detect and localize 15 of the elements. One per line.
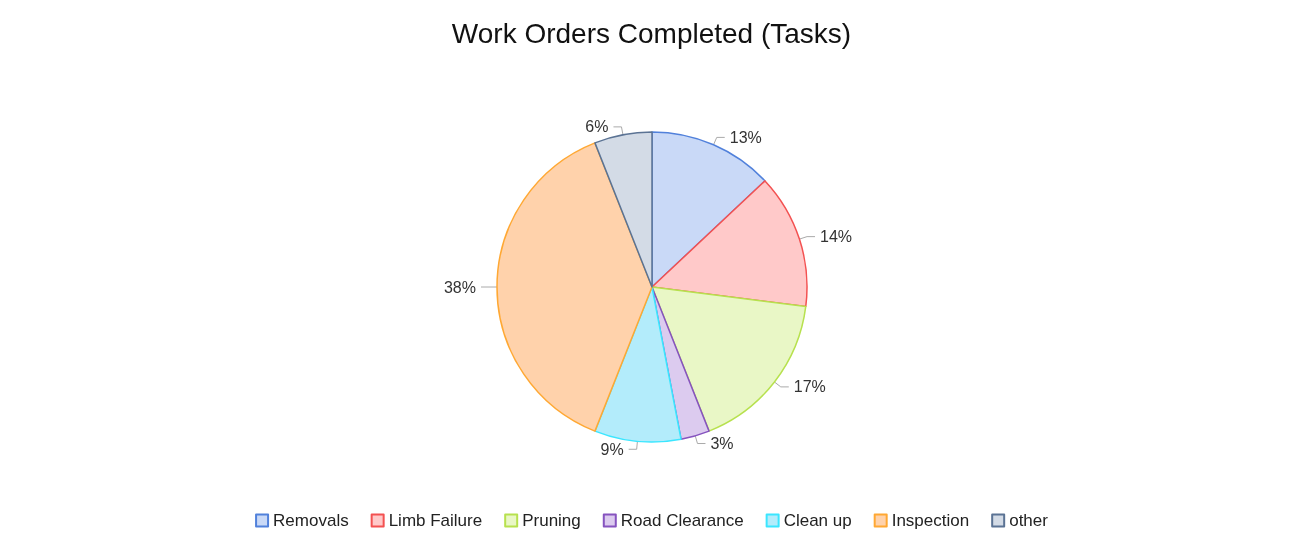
legend-label: Inspection bbox=[891, 511, 970, 530]
data-label: 13% bbox=[729, 128, 762, 146]
data-label: 3% bbox=[710, 435, 734, 453]
legend-label: Pruning bbox=[522, 511, 581, 530]
legend-label: other bbox=[1009, 511, 1049, 530]
legend-label: Removals bbox=[273, 511, 349, 530]
legend-label: Limb Failure bbox=[388, 511, 483, 530]
data-label: 9% bbox=[600, 440, 624, 458]
chart-title: Work Orders Completed (Tasks) bbox=[451, 17, 852, 49]
legend-label: Road Clearance bbox=[620, 511, 744, 530]
data-label: 6% bbox=[585, 118, 609, 136]
data-label: 17% bbox=[793, 378, 826, 396]
legend-label: Clean up bbox=[783, 511, 852, 530]
data-label: 38% bbox=[443, 278, 476, 296]
data-label: 14% bbox=[820, 228, 853, 246]
